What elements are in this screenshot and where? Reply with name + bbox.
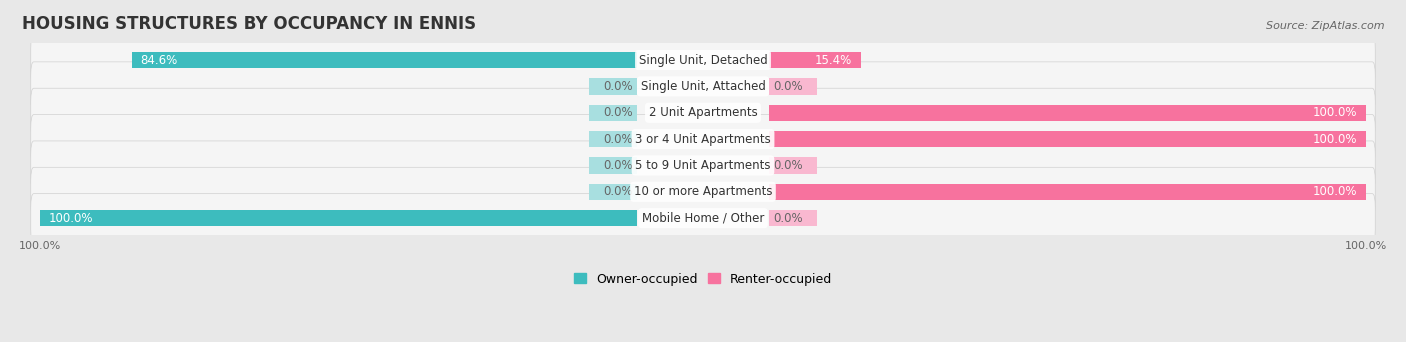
Bar (769, 78, 817, 94)
Text: 3 or 4 Unit Apartments: 3 or 4 Unit Apartments (636, 133, 770, 146)
Text: Single Unit, Detached: Single Unit, Detached (638, 53, 768, 67)
FancyBboxPatch shape (31, 167, 1375, 216)
Text: HOUSING STRUCTURES BY OCCUPANCY IN ENNIS: HOUSING STRUCTURES BY OCCUPANCY IN ENNIS (21, 15, 475, 33)
Text: 0.0%: 0.0% (773, 159, 803, 172)
Text: 84.6%: 84.6% (141, 53, 179, 67)
Bar (589, 184, 637, 200)
Text: Single Unit, Attached: Single Unit, Attached (641, 80, 765, 93)
Text: 100.0%: 100.0% (1313, 133, 1357, 146)
Text: 0.0%: 0.0% (603, 159, 633, 172)
Bar (589, 157, 637, 174)
Bar (769, 157, 817, 174)
Bar (589, 131, 637, 147)
FancyBboxPatch shape (31, 62, 1375, 111)
Text: 15.4%: 15.4% (814, 53, 852, 67)
Bar (769, 210, 817, 226)
Text: 10 or more Apartments: 10 or more Apartments (634, 185, 772, 198)
Bar (589, 78, 637, 94)
FancyBboxPatch shape (31, 115, 1375, 163)
Bar (769, 131, 1367, 147)
Text: 100.0%: 100.0% (1313, 106, 1357, 119)
Text: 100.0%: 100.0% (1313, 185, 1357, 198)
Text: 0.0%: 0.0% (773, 212, 803, 225)
FancyBboxPatch shape (31, 88, 1375, 137)
Text: 0.0%: 0.0% (603, 133, 633, 146)
Text: 5 to 9 Unit Apartments: 5 to 9 Unit Apartments (636, 159, 770, 172)
Bar (39, 210, 637, 226)
Text: 0.0%: 0.0% (773, 80, 803, 93)
Bar (769, 105, 1367, 121)
Text: 0.0%: 0.0% (603, 185, 633, 198)
Legend: Owner-occupied, Renter-occupied: Owner-occupied, Renter-occupied (568, 268, 838, 291)
Bar (589, 105, 637, 121)
Bar (132, 52, 637, 68)
FancyBboxPatch shape (31, 194, 1375, 243)
Bar (769, 52, 860, 68)
Text: Mobile Home / Other: Mobile Home / Other (641, 212, 765, 225)
Text: 2 Unit Apartments: 2 Unit Apartments (648, 106, 758, 119)
FancyBboxPatch shape (31, 141, 1375, 190)
Text: 0.0%: 0.0% (603, 80, 633, 93)
Text: Source: ZipAtlas.com: Source: ZipAtlas.com (1267, 21, 1385, 30)
Bar (769, 184, 1367, 200)
Text: 100.0%: 100.0% (49, 212, 93, 225)
Text: 0.0%: 0.0% (603, 106, 633, 119)
FancyBboxPatch shape (31, 36, 1375, 84)
